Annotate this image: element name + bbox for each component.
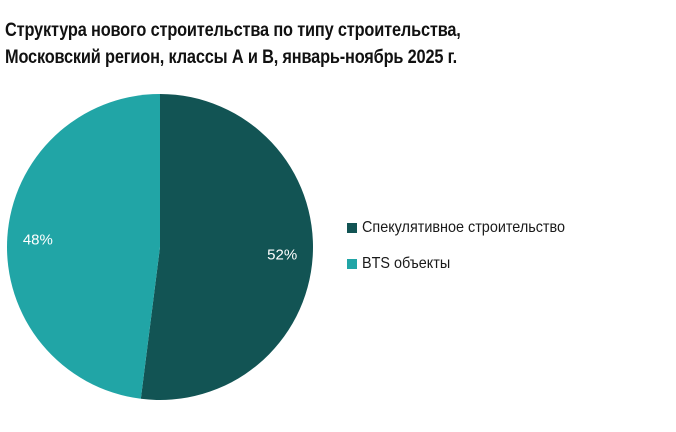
slice-label-speculative: 52% bbox=[267, 247, 297, 264]
pie-slice-speculative bbox=[140, 94, 314, 400]
legend-label-bts: BTS объекты bbox=[362, 255, 451, 272]
legend-label-speculative: Спекулятивное строительство bbox=[362, 219, 566, 236]
legend-item-bts: BTS объекты bbox=[347, 251, 588, 277]
legend-swatch-speculative bbox=[347, 223, 357, 233]
pie-slices bbox=[7, 94, 314, 400]
chart-title: Структура нового строительства по типу с… bbox=[5, 17, 461, 71]
legend-swatch-bts bbox=[347, 259, 357, 269]
legend-item-speculative: Спекулятивное строительство bbox=[347, 215, 588, 241]
legend: Спекулятивное строительство BTS объекты bbox=[347, 215, 588, 287]
slice-label-bts: 48% bbox=[23, 231, 53, 248]
pie-slice-bts bbox=[7, 94, 160, 399]
chart-title-line-1: Структура нового строительства по типу с… bbox=[5, 20, 461, 41]
chart-title-line-2: Московский регион, классы А и В, январь-… bbox=[5, 47, 458, 68]
